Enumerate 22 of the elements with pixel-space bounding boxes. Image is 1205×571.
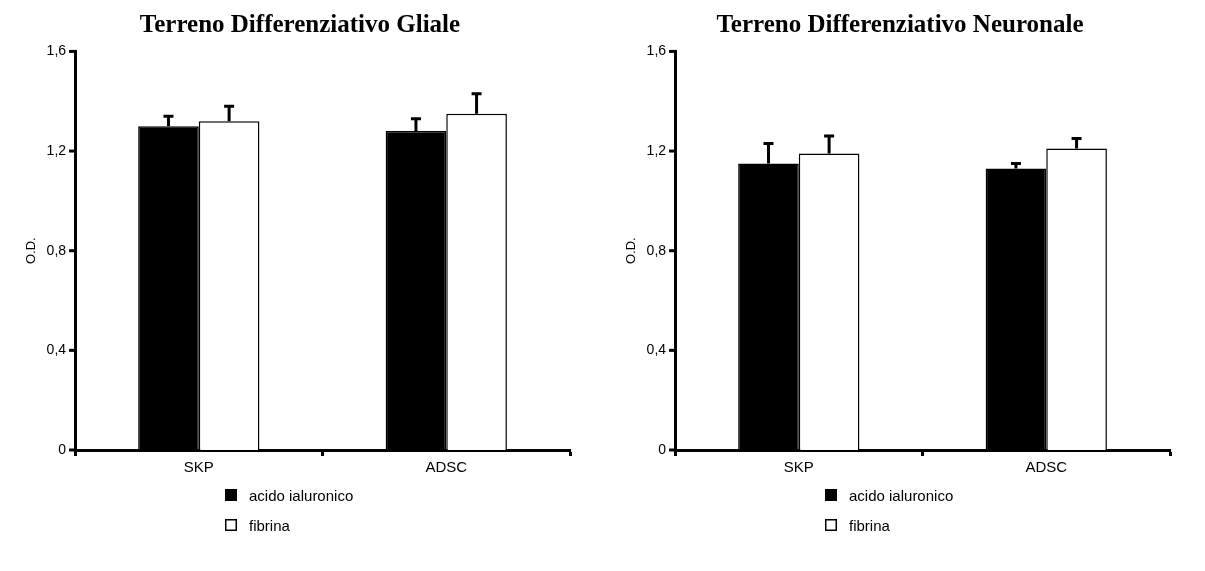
x-tick-label: SKP: [783, 458, 814, 476]
y-tick-label: 1,2: [646, 141, 667, 158]
y-tick-label: 0,4: [46, 341, 67, 358]
y-tick-label: 0,8: [646, 241, 667, 258]
y-tick-label: 0,8: [46, 241, 67, 258]
chart-title: Terreno Differenziativo Neuronale: [715, 9, 1085, 39]
y-tick-label: 0: [58, 440, 67, 457]
x-tick-label: ADSC: [425, 458, 468, 476]
y-tick-label: 1,6: [646, 42, 667, 59]
y-tick-label: 1,2: [46, 141, 67, 158]
y-axis-title: O.D.: [623, 237, 639, 265]
legend-label: acido ialuronico: [849, 486, 954, 504]
legend-label: fibrina: [249, 516, 290, 534]
y-tick-label: 0,4: [646, 341, 667, 358]
y-axis-title: O.D.: [23, 237, 39, 265]
x-tick-label: SKP: [183, 458, 214, 476]
x-tick-label: ADSC: [1025, 458, 1068, 476]
y-tick-label: 0: [658, 440, 667, 457]
legend-label: acido ialuronico: [249, 486, 354, 504]
chart-title: Terreno Differenziativo Gliale: [138, 9, 462, 39]
legend-label: fibrina: [849, 516, 890, 534]
y-tick-label: 1,6: [46, 42, 67, 59]
